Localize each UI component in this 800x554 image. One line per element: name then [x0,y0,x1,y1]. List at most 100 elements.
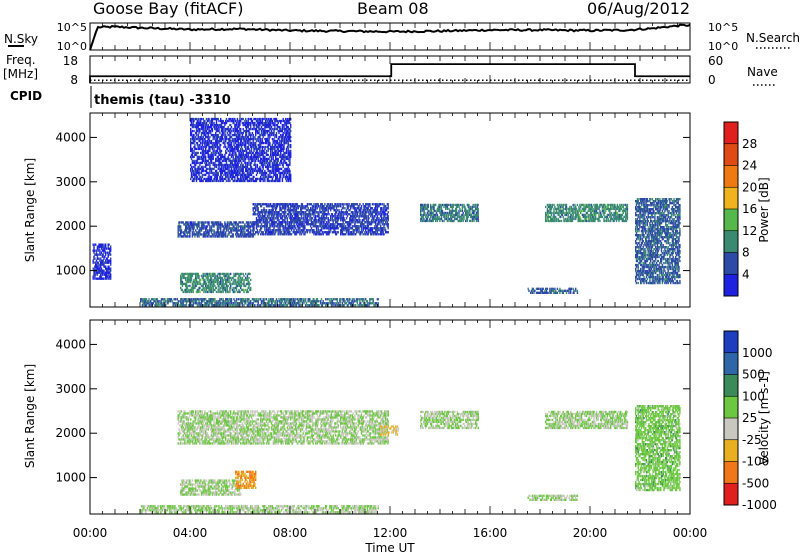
power-cell [213,279,214,281]
power-cell [352,227,353,229]
power-cell [588,214,589,216]
power-cell [225,289,226,291]
power-cell [198,289,199,291]
power-cell [238,223,239,225]
power-cell [378,298,379,300]
power-cell [378,217,379,219]
power-cell [563,292,564,294]
power-cell [288,302,289,304]
power-cell [658,208,659,210]
power-cell [203,221,204,223]
power-cell [550,210,551,212]
power-cell [626,220,627,222]
power-cell [604,212,605,214]
power-cell [448,216,449,218]
power-cell [386,209,387,211]
power-cell [299,217,300,219]
power-cell [291,229,292,231]
power-cell [206,289,207,291]
power-cell [326,207,327,209]
power-cell [229,291,230,293]
power-cell [288,298,289,300]
power-cell [355,233,356,235]
power-cell [196,285,197,287]
power-cell [216,233,217,235]
power-cell [654,216,655,218]
power-cell [257,213,258,215]
power-cell [238,277,239,279]
power-cell [183,302,184,304]
power-cell [318,213,319,215]
power-cell [599,220,600,222]
power-cell [653,212,654,214]
power-cell [623,204,624,206]
power-cell [334,225,335,227]
power-cell [559,204,560,206]
power-cell [378,229,379,231]
power-cell [461,216,462,218]
power-cell [222,304,223,306]
power-cell [610,220,611,222]
power-cell [572,210,573,212]
power-cell [250,235,251,237]
power-cell [640,262,641,264]
power-cell [261,302,262,304]
power-cell [272,207,273,209]
power-cell [218,285,219,287]
power-cell [266,231,267,233]
power-cell [420,212,421,214]
nave-label: Nave [747,65,778,79]
power-cell [647,218,648,220]
power-cell [467,220,468,222]
power-cell [648,242,649,244]
power-cell [328,217,329,219]
power-cell [355,217,356,219]
power-cell [310,213,311,215]
power-cell [360,209,361,211]
station-title: Goose Bay (fitACF) [93,0,243,18]
power-cell [211,291,212,293]
power-cell [335,219,336,221]
power-cell [328,203,329,205]
power-cell [181,279,182,281]
power-cell [443,220,444,222]
power-cell [638,230,639,232]
power-cell [303,211,304,213]
power-cell [205,285,206,287]
power-cell [187,233,188,235]
power-cell [643,280,644,282]
power-cell [561,204,562,206]
power-cell [359,203,360,205]
power-cell [190,229,191,231]
power-cell [227,287,228,289]
power-cell [594,220,595,222]
power-cell [233,277,234,279]
power-cell [384,227,385,229]
power-cell [615,206,616,208]
power-cell [256,227,257,229]
power-cell [235,302,236,304]
power-cell [350,207,351,209]
power-cell [610,206,611,208]
power-cell [545,206,546,208]
power-cell [580,206,581,208]
power-cell [201,302,202,304]
power-cell [322,231,323,233]
power-cell [619,204,620,206]
power-cell [638,266,639,268]
power-cell [328,211,329,213]
power-cell [209,225,210,227]
power-cell [258,215,259,217]
power-cell [540,292,541,294]
power-cell [461,220,462,222]
power-cell [595,216,596,218]
power-cell [260,229,261,231]
power-cell [661,222,662,224]
power-cell [470,220,471,222]
power-cell [365,213,366,215]
power-cell [653,204,654,206]
power-cell [342,231,343,233]
power-cell [163,300,164,302]
power-cell [660,228,661,230]
power-cell [657,278,658,280]
